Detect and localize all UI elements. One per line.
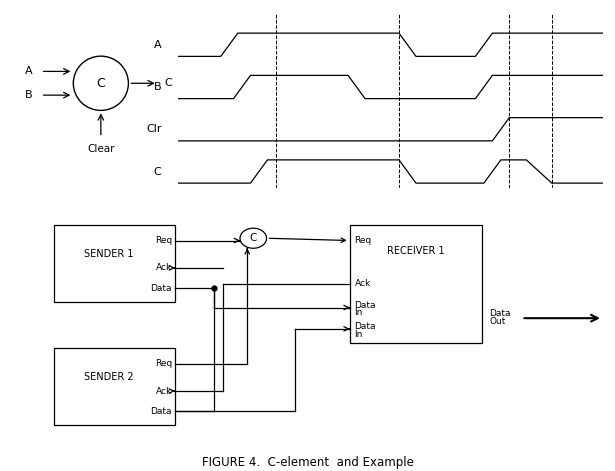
Text: A: A xyxy=(25,66,33,76)
Text: C: C xyxy=(97,77,105,90)
Text: In: In xyxy=(354,309,363,317)
Text: Data: Data xyxy=(354,322,376,331)
Text: C: C xyxy=(164,78,172,88)
Text: Req: Req xyxy=(154,236,172,245)
Text: Data: Data xyxy=(151,284,172,293)
Text: In: In xyxy=(354,330,363,339)
Text: SENDER 1: SENDER 1 xyxy=(84,249,133,259)
Text: Req: Req xyxy=(354,236,371,245)
Text: B: B xyxy=(25,90,33,100)
Text: Ack: Ack xyxy=(156,263,172,272)
Text: Data: Data xyxy=(151,407,172,416)
Text: Out: Out xyxy=(490,317,506,326)
Text: B: B xyxy=(154,82,161,92)
Text: Data: Data xyxy=(354,301,376,310)
Text: FIGURE 4.  C-element  and Example: FIGURE 4. C-element and Example xyxy=(202,455,413,469)
Bar xyxy=(54,348,175,425)
Text: RECEIVER 1: RECEIVER 1 xyxy=(387,246,445,256)
Text: SENDER 2: SENDER 2 xyxy=(84,372,133,382)
Text: Data: Data xyxy=(490,309,511,318)
Text: Clear: Clear xyxy=(87,145,114,154)
Bar xyxy=(54,225,175,302)
Text: A: A xyxy=(154,40,161,50)
Text: C: C xyxy=(250,233,257,243)
Text: Req: Req xyxy=(154,359,172,368)
Text: Ack: Ack xyxy=(354,279,371,288)
Text: Clr: Clr xyxy=(146,124,161,134)
Bar xyxy=(350,225,482,343)
Text: Ack: Ack xyxy=(156,387,172,396)
Text: C: C xyxy=(154,167,161,177)
